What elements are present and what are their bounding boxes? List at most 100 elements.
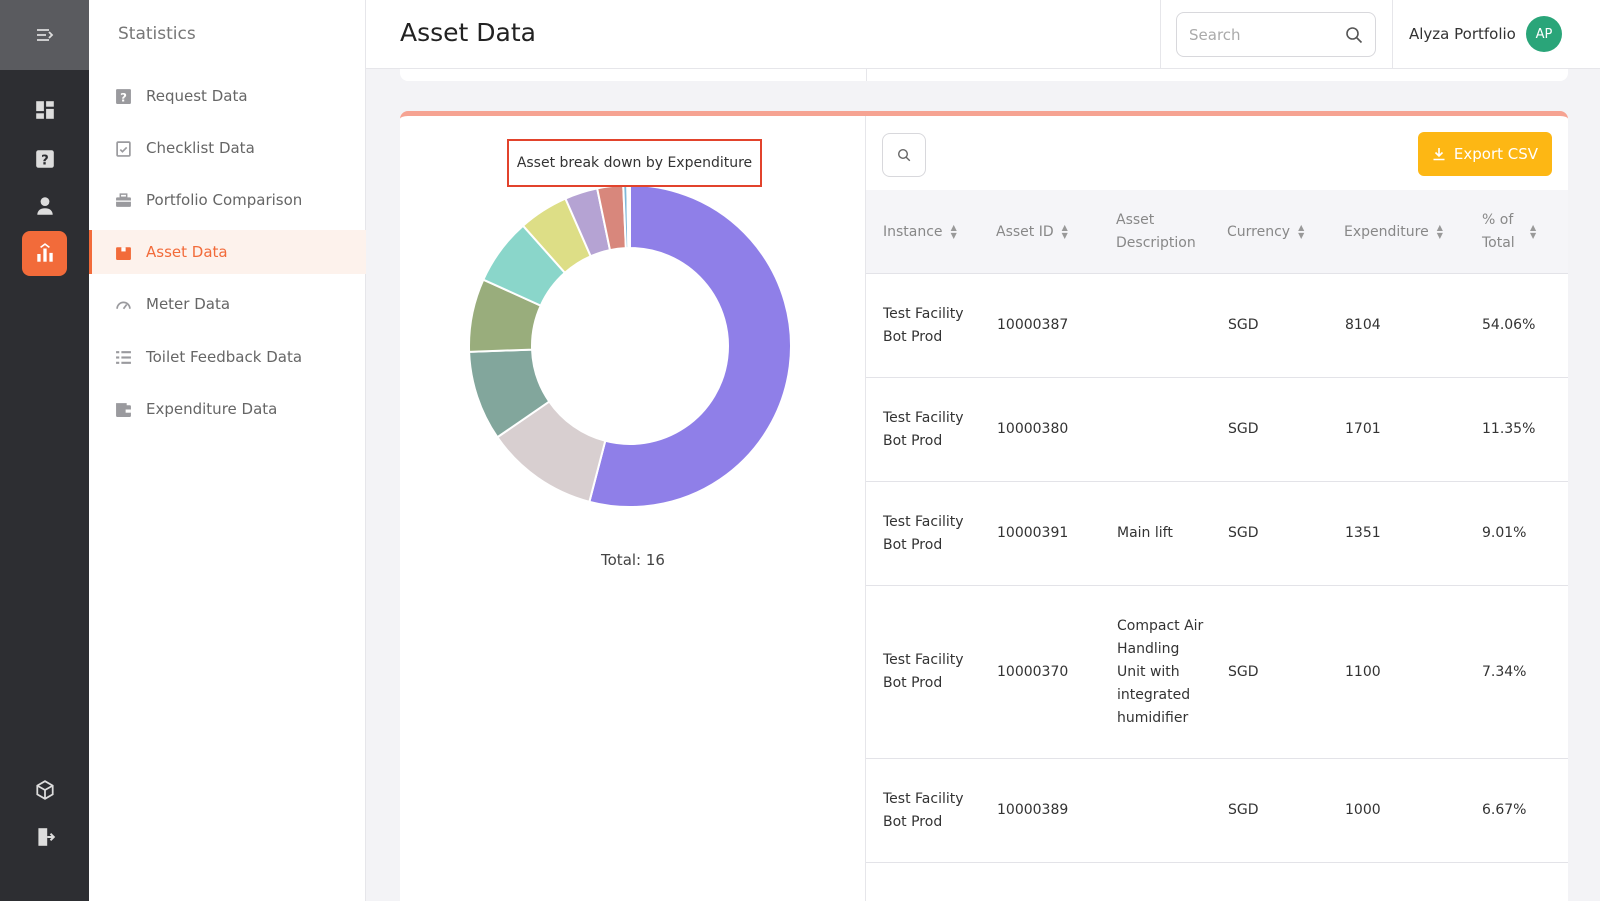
column-header-label: Currency [1227, 223, 1291, 240]
cell-instance: Test Facility Bot Prod [883, 652, 964, 691]
column-header-percent-total[interactable]: % of Total ▲ ▼ [1482, 190, 1562, 274]
logout-button[interactable] [22, 814, 67, 859]
cell-pct: 6.67% [1482, 802, 1527, 818]
table-row: Test Facility Bot Prod 10000387 SGD 8104 54.… [866, 274, 1568, 378]
cell-description [1117, 274, 1212, 377]
chart-total: Total: 16 [601, 551, 665, 569]
export-csv-button[interactable]: Export CSV [1418, 132, 1552, 176]
column-header-expenditure[interactable]: Expenditure ▲ ▼ [1344, 190, 1459, 274]
cell-description: Main lift [1117, 525, 1173, 541]
cell-expenditure: 1701 [1345, 421, 1381, 437]
column-header-currency[interactable]: Currency ▲ ▼ [1227, 190, 1327, 274]
sort-icon: ▲ ▼ [1436, 223, 1443, 240]
column-header-label: Expenditure [1344, 223, 1429, 240]
cell-pct: 7.34% [1482, 663, 1527, 680]
cell-instance: Test Facility Bot Prod [883, 513, 964, 553]
cell-description [1117, 759, 1212, 862]
previous-card [400, 69, 1568, 81]
sort-icon: ▲ ▼ [1530, 223, 1537, 240]
cell-instance: Test Facility Bot Prod [883, 305, 964, 345]
subnav-item-expenditure-data[interactable]: Expenditure Data [89, 387, 366, 431]
table-header: Instance ▲ ▼ Asset ID ▲ ▼ Asset Descriptio… [866, 190, 1568, 274]
table-row: Test Facility Bot Prod 10000370 Compact Ai… [866, 586, 1568, 759]
subnav-item-label: Portfolio Comparison [146, 191, 303, 209]
subnav-item-asset-data[interactable]: Asset Data [89, 230, 366, 274]
asset-data-card: Asset break down by Expenditure Total: 1… [400, 111, 1568, 901]
subnav-item-label: Checklist Data [146, 139, 255, 157]
cell-asset-id: 10000370 [997, 663, 1069, 680]
statistics-icon [36, 242, 53, 262]
subnav-item-label: Expenditure Data [146, 400, 278, 418]
top-header: Asset Data Alyza Portfolio AP [366, 0, 1600, 69]
column-header-asset-description: Asset Description [1116, 190, 1206, 274]
package-nav-button[interactable] [22, 767, 67, 812]
statistics-nav-button[interactable] [22, 231, 67, 276]
logout-icon [37, 827, 55, 846]
question-box-icon: ? [116, 88, 131, 104]
subnav-item-label: Request Data [146, 87, 248, 105]
column-header-label: Asset ID [996, 223, 1054, 240]
column-header-asset-id[interactable]: Asset ID ▲ ▼ [996, 190, 1096, 274]
cell-expenditure: 1351 [1345, 525, 1381, 541]
clipboard-check-icon [116, 140, 131, 157]
cell-expenditure: 1100 [1345, 663, 1381, 680]
subnav-item-checklist-data[interactable]: Checklist Data [89, 126, 366, 170]
avatar[interactable]: AP [1526, 16, 1562, 52]
cell-currency: SGD [1228, 525, 1259, 541]
dashboard-nav-button[interactable] [22, 87, 67, 132]
section-title: Statistics [118, 24, 196, 44]
global-search [1176, 12, 1376, 57]
download-icon [1433, 148, 1445, 161]
subnav-item-portfolio-comparison[interactable]: Portfolio Comparison [89, 178, 366, 222]
cell-description [1117, 378, 1212, 481]
column-header-instance[interactable]: Instance ▲ ▼ [883, 190, 983, 274]
menu-toggle-button[interactable] [0, 0, 89, 70]
cell-currency: SGD [1228, 421, 1259, 437]
donut-slice-10000387[interactable] [588, 183, 792, 508]
cell-currency: SGD [1228, 317, 1259, 333]
users-nav-button[interactable] [22, 183, 67, 228]
cell-asset-id: 10000380 [997, 421, 1069, 437]
cell-asset-id: 10000389 [997, 802, 1069, 818]
cell-currency: SGD [1228, 663, 1259, 680]
cube-icon [35, 779, 54, 800]
donut-slice-other-6[interactable] [628, 183, 631, 250]
user-name[interactable]: Alyza Portfolio [1409, 25, 1516, 43]
search-icon [897, 148, 911, 162]
column-header-label: Asset Description [1116, 212, 1196, 251]
subnav-item-label: Toilet Feedback Data [146, 348, 303, 366]
donut-chart [468, 183, 792, 508]
cell-instance: Test Facility Bot Prod [883, 409, 964, 449]
gauge-icon [116, 301, 131, 309]
cell-expenditure: 1000 [1345, 802, 1381, 818]
header-divider [1392, 0, 1393, 69]
left-rail: ? [0, 0, 89, 901]
box-icon [116, 246, 131, 260]
search-input[interactable] [1189, 25, 1339, 44]
subnav-item-label: Asset Data [146, 243, 228, 261]
subnav-item-toilet-feedback-data[interactable]: Toilet Feedback Data [89, 335, 366, 379]
question-box-icon: ? [35, 149, 54, 168]
column-header-label: % of Total [1482, 212, 1515, 251]
subnav-item-meter-data[interactable]: Meter Data [89, 282, 366, 326]
cell-pct: 9.01% [1482, 525, 1527, 541]
cell-asset-id: 10000387 [997, 317, 1069, 333]
cell-instance: Test Facility Bot Prod [883, 790, 964, 830]
requests-nav-button[interactable]: ? [22, 136, 67, 181]
cell-pct: 54.06% [1482, 317, 1536, 333]
chart-panel: Asset break down by Expenditure Total: 1… [400, 116, 866, 901]
search-icon[interactable] [1345, 26, 1363, 44]
briefcase-icon [116, 192, 131, 207]
table-row: Test Facility Bot Prod 10000380 SGD 1701 11.… [866, 378, 1568, 482]
cell-pct: 11.35% [1482, 421, 1536, 437]
cell-asset-id: 10000391 [997, 525, 1069, 541]
page-title: Asset Data [400, 18, 536, 47]
table-search-button[interactable] [882, 133, 926, 177]
statistics-subnav: Statistics ? Request Data Checklist Data… [89, 0, 366, 901]
chart-title: Asset break down by Expenditure [507, 139, 762, 187]
list-icon [116, 350, 131, 364]
subnav-item-request-data[interactable]: ? Request Data [89, 74, 366, 118]
cell-expenditure: 8104 [1345, 317, 1381, 333]
table-row: Test Facility Bot Prod 10000391 Main lift S… [866, 482, 1568, 586]
export-label: Export CSV [1453, 145, 1539, 163]
